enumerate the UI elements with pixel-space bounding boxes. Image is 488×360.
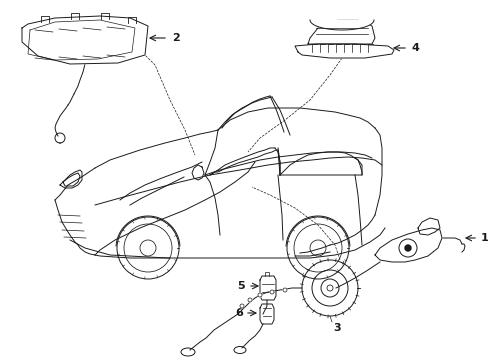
Polygon shape bbox=[309, 20, 373, 30]
Text: 2: 2 bbox=[172, 33, 180, 43]
Circle shape bbox=[240, 304, 244, 308]
Circle shape bbox=[283, 288, 286, 292]
Polygon shape bbox=[374, 228, 441, 262]
Text: 1: 1 bbox=[480, 233, 488, 243]
Polygon shape bbox=[307, 20, 374, 44]
Text: 4: 4 bbox=[410, 43, 418, 53]
Circle shape bbox=[258, 293, 262, 297]
Circle shape bbox=[247, 298, 251, 302]
Text: 5: 5 bbox=[237, 281, 244, 291]
Text: 3: 3 bbox=[332, 323, 340, 333]
Circle shape bbox=[326, 285, 332, 291]
Polygon shape bbox=[22, 16, 148, 64]
Text: 6: 6 bbox=[235, 308, 243, 318]
Circle shape bbox=[269, 290, 273, 294]
Circle shape bbox=[404, 245, 410, 251]
Polygon shape bbox=[294, 44, 393, 58]
